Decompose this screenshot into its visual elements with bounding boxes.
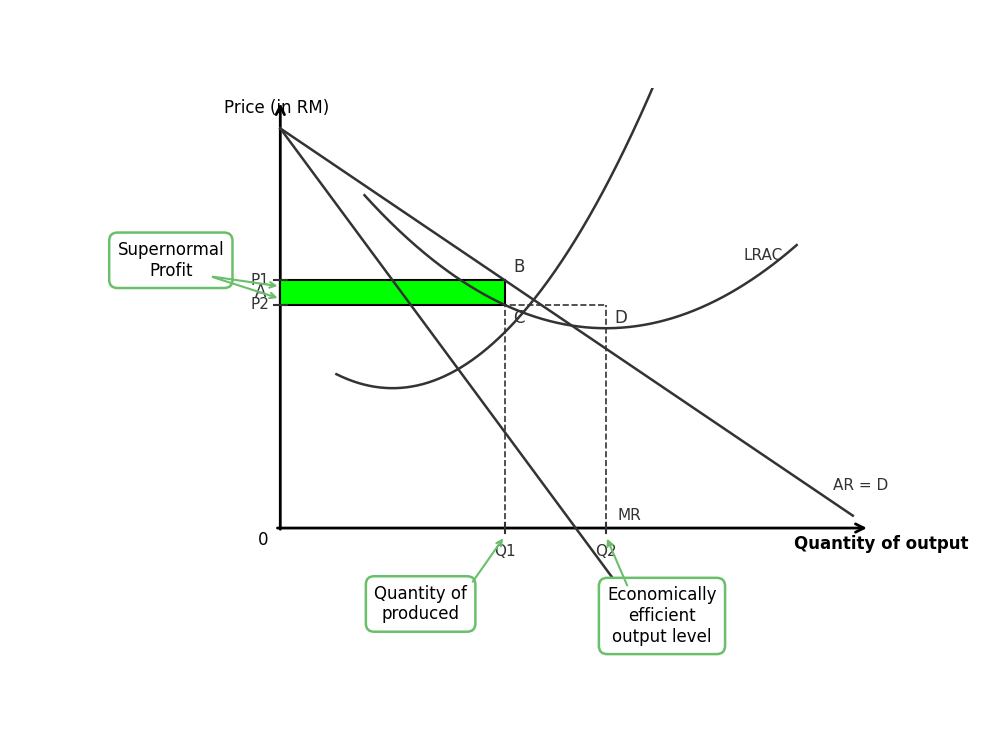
Text: C: C [513, 309, 525, 327]
Text: Economically
efficient
output level: Economically efficient output level [607, 586, 717, 646]
Text: Price (in RM): Price (in RM) [225, 99, 329, 117]
Text: Q2: Q2 [595, 544, 617, 559]
Text: B: B [513, 258, 525, 276]
Text: LRAC: LRAC [744, 248, 783, 263]
Text: 0: 0 [258, 531, 269, 549]
Text: AR = D: AR = D [833, 478, 888, 493]
Text: Quantity of output: Quantity of output [794, 535, 968, 553]
Text: P1: P1 [250, 273, 269, 287]
Text: P2: P2 [250, 298, 269, 312]
Text: A: A [255, 283, 266, 301]
Text: Q1: Q1 [494, 544, 515, 559]
Text: D: D [615, 309, 627, 327]
Bar [281, 280, 505, 305]
Text: Quantity of
produced: Quantity of produced [374, 584, 467, 624]
Text: MR: MR [617, 508, 641, 523]
Text: Supernormal
Profit: Supernormal Profit [117, 241, 225, 279]
Text: MC: MC [673, 0, 696, 1]
